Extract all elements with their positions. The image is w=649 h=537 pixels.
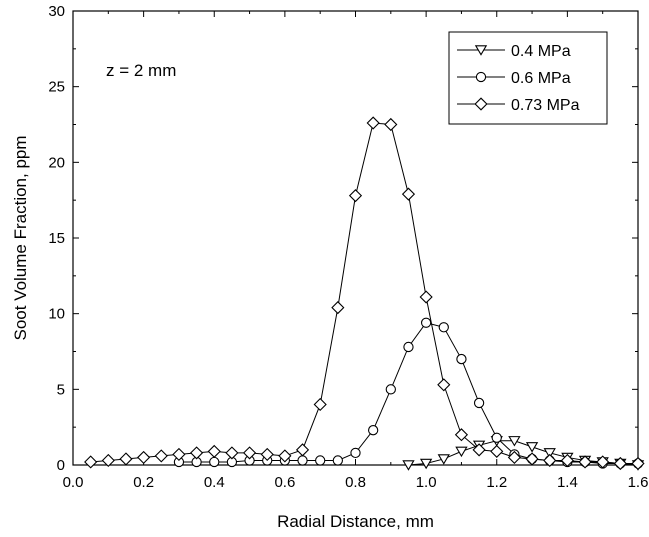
data-point — [402, 460, 415, 471]
legend-marker — [474, 97, 488, 111]
legend-box — [448, 31, 608, 125]
data-point — [490, 444, 504, 458]
data-point — [332, 455, 343, 466]
data-point — [119, 452, 133, 466]
y-tick-label: 25 — [48, 79, 65, 96]
legend-item-0.73-mpa: 0.73 MPa — [457, 97, 580, 114]
data-point — [172, 447, 186, 461]
legend-label: 0.6 MPa — [511, 70, 571, 87]
data-point — [437, 454, 450, 465]
annotation-z: z = 2 mm — [106, 61, 176, 80]
data-point — [596, 455, 610, 469]
data-point — [613, 456, 627, 471]
y-tick-label: 20 — [48, 154, 65, 171]
y-tick-label: 5 — [57, 381, 65, 398]
data-point — [295, 443, 310, 457]
axis-ticks: 0.0 0.2 0.4 0.6 0.8 1.0 1.2 1.4 1.6 0 5 10 15 20 25 30 — [48, 3, 648, 491]
data-point — [225, 446, 239, 460]
legend: 0.4 MPa 0.6 MPa 0.73 MPa — [448, 31, 608, 125]
series-line — [90, 122, 638, 464]
data-point — [507, 450, 521, 465]
series-0.6-mpa — [173, 317, 644, 469]
data-point — [491, 432, 502, 443]
y-tick-label: 10 — [48, 306, 65, 323]
data-point — [315, 455, 326, 466]
data-point — [242, 446, 257, 460]
data-point — [190, 446, 204, 460]
data-point — [419, 458, 433, 470]
data-point — [384, 117, 398, 132]
data-point — [437, 378, 451, 392]
y-tick-label: 30 — [48, 3, 65, 20]
data-point — [578, 455, 592, 469]
data-point — [368, 425, 379, 436]
data-point — [401, 187, 416, 201]
legend-marker — [475, 71, 487, 83]
data-point — [84, 455, 98, 469]
data-point — [455, 446, 468, 458]
data-point — [101, 453, 115, 468]
y-tick-label: 15 — [48, 230, 65, 247]
legend-item-0.4-mpa: 0.4 MPa — [457, 43, 571, 60]
x-tick-label: 0.4 — [204, 474, 225, 491]
x-tick-label: 0.6 — [274, 474, 295, 491]
data-point — [348, 189, 363, 203]
data-point — [260, 447, 274, 461]
legend-label: 0.4 MPa — [511, 43, 571, 60]
legend-label: 0.73 MPa — [511, 97, 580, 114]
data-point — [419, 290, 433, 304]
data-point — [420, 317, 432, 328]
data-point — [525, 452, 539, 466]
y-axis-title: Soot Volume Fraction, ppm — [11, 135, 30, 340]
x-tick-label: 1.0 — [416, 474, 437, 491]
data-point — [137, 450, 151, 465]
data-point — [508, 436, 521, 447]
series-layer — [84, 116, 645, 471]
data-point — [543, 453, 557, 468]
data-point — [403, 341, 414, 353]
x-tick-label: 1.4 — [557, 474, 578, 491]
data-point — [154, 449, 168, 463]
data-point — [207, 444, 221, 458]
data-point — [350, 447, 361, 459]
data-point — [331, 301, 345, 315]
data-point — [473, 397, 485, 409]
x-axis-title: Radial Distance, mm — [277, 512, 434, 531]
x-tick-label: 1.2 — [486, 474, 507, 491]
x-tick-label: 0.0 — [63, 474, 84, 491]
data-point — [438, 322, 449, 333]
data-point — [631, 456, 645, 471]
data-point — [385, 384, 396, 395]
data-point — [313, 397, 327, 412]
data-point — [525, 442, 539, 453]
data-point — [456, 353, 467, 365]
data-point — [278, 449, 292, 463]
data-point — [454, 428, 469, 442]
x-tick-label: 0.8 — [345, 474, 366, 491]
data-point — [543, 448, 556, 459]
data-point — [472, 443, 486, 457]
x-tick-label: 0.2 — [133, 474, 154, 491]
data-point — [560, 453, 574, 468]
y-tick-label: 0 — [57, 457, 65, 474]
data-point — [366, 116, 380, 130]
data-point — [297, 455, 308, 466]
legend-item-0.6-mpa: 0.6 MPa — [457, 70, 571, 87]
x-tick-label: 1.6 — [628, 474, 649, 491]
data-point — [209, 456, 220, 468]
series-0.73-mpa — [84, 116, 645, 471]
legend-marker — [474, 45, 488, 56]
